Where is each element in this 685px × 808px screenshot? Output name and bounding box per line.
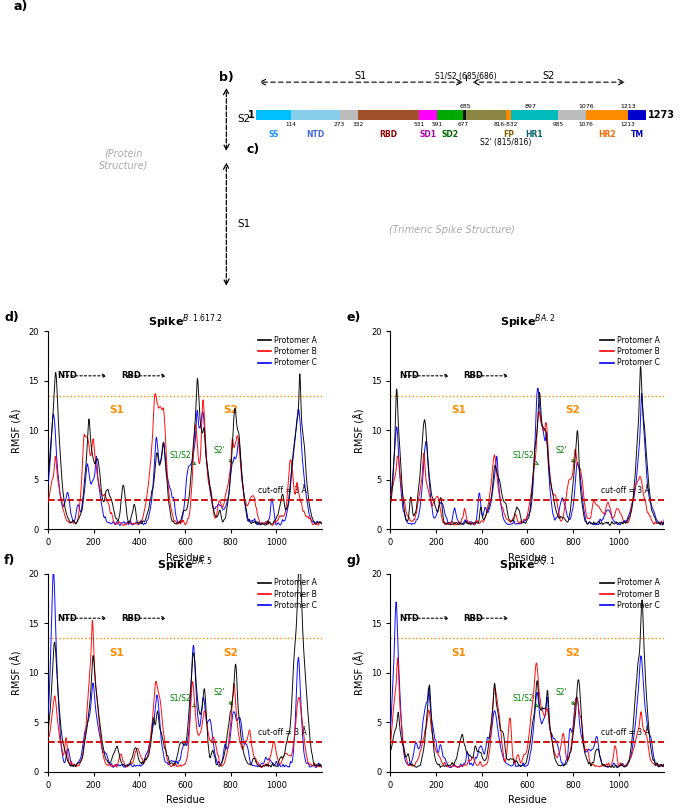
Title: Spike$^{B.1.617.2}$: Spike$^{B.1.617.2}$ xyxy=(148,313,222,331)
Text: 985: 985 xyxy=(552,122,564,127)
Text: cut-off = 3 Å: cut-off = 3 Å xyxy=(258,728,307,737)
Text: S2': S2' xyxy=(214,688,232,705)
X-axis label: Residue: Residue xyxy=(508,795,547,806)
X-axis label: Residue: Residue xyxy=(166,553,204,563)
Text: RBD: RBD xyxy=(464,372,484,381)
Text: d): d) xyxy=(4,312,19,325)
Text: FP: FP xyxy=(503,130,514,139)
Text: SS: SS xyxy=(268,130,279,139)
Text: S1: S1 xyxy=(109,406,124,415)
Text: e): e) xyxy=(347,312,361,325)
Text: SD2: SD2 xyxy=(442,130,459,139)
Legend: Protomer A, Protomer B, Protomer C: Protomer A, Protomer B, Protomer C xyxy=(599,578,660,611)
Title: Spike$^{BQ.1}$: Spike$^{BQ.1}$ xyxy=(499,555,556,574)
Bar xyxy=(586,110,628,120)
X-axis label: Residue: Residue xyxy=(508,553,547,563)
X-axis label: Residue: Residue xyxy=(166,795,204,806)
Text: S1/S2: S1/S2 xyxy=(512,693,538,707)
Y-axis label: RMSF (Å): RMSF (Å) xyxy=(12,650,23,695)
Text: 273: 273 xyxy=(334,122,345,127)
Title: Spike$^{BA.5}$: Spike$^{BA.5}$ xyxy=(157,555,213,574)
Text: S2: S2 xyxy=(223,406,238,415)
Text: 685: 685 xyxy=(460,104,472,109)
Bar xyxy=(256,110,290,120)
Text: 332: 332 xyxy=(352,122,363,127)
Text: (Protein
Structure): (Protein Structure) xyxy=(99,149,148,170)
Text: 531: 531 xyxy=(413,122,424,127)
Text: 114: 114 xyxy=(285,122,297,127)
Text: f): f) xyxy=(4,554,16,567)
Legend: Protomer A, Protomer B, Protomer C: Protomer A, Protomer B, Protomer C xyxy=(599,335,660,368)
Text: S2' (815/816): S2' (815/816) xyxy=(480,138,532,147)
Text: S1: S1 xyxy=(109,648,124,658)
Text: S2: S2 xyxy=(543,70,555,81)
Text: S2: S2 xyxy=(223,648,238,658)
Text: SD1: SD1 xyxy=(419,130,436,139)
Text: NTD: NTD xyxy=(399,372,419,381)
Text: 897: 897 xyxy=(525,104,537,109)
Text: HR2: HR2 xyxy=(598,130,616,139)
Bar xyxy=(437,110,464,120)
Bar xyxy=(628,110,646,120)
Text: cut-off = 3 Å: cut-off = 3 Å xyxy=(601,486,649,494)
Text: 1213: 1213 xyxy=(621,122,635,127)
Title: Spike$^{BA.2}$: Spike$^{BA.2}$ xyxy=(499,313,556,331)
Text: TM: TM xyxy=(630,130,644,139)
Bar xyxy=(558,110,586,120)
Bar xyxy=(506,110,511,120)
Text: NTD: NTD xyxy=(399,614,419,623)
Legend: Protomer A, Protomer B, Protomer C: Protomer A, Protomer B, Protomer C xyxy=(257,578,318,611)
Text: a): a) xyxy=(14,0,28,13)
Text: 591: 591 xyxy=(432,122,443,127)
Text: RBD: RBD xyxy=(464,614,484,623)
Text: c): c) xyxy=(247,143,260,156)
Bar xyxy=(511,110,558,120)
Text: RBD: RBD xyxy=(121,614,141,623)
Text: S1/S2: S1/S2 xyxy=(170,693,195,707)
Bar xyxy=(340,110,358,120)
Text: S1: S1 xyxy=(451,406,466,415)
Text: b): b) xyxy=(219,71,234,84)
Text: (Trimeric Spike Structure): (Trimeric Spike Structure) xyxy=(389,225,515,235)
Text: S1/S2 (685/686): S1/S2 (685/686) xyxy=(435,72,497,81)
Text: S1: S1 xyxy=(237,219,251,229)
Text: cut-off = 3 Å: cut-off = 3 Å xyxy=(258,486,307,494)
Text: S1: S1 xyxy=(451,648,466,658)
Text: S2: S2 xyxy=(566,648,580,658)
Text: S2': S2' xyxy=(556,446,575,462)
Bar xyxy=(256,110,646,120)
Text: HR1: HR1 xyxy=(525,130,543,139)
Text: S2: S2 xyxy=(566,406,580,415)
Text: RBD: RBD xyxy=(379,130,397,139)
Text: 1: 1 xyxy=(247,111,254,120)
Text: 1076: 1076 xyxy=(578,104,594,109)
Text: NTD: NTD xyxy=(306,130,324,139)
Text: S1: S1 xyxy=(354,70,366,81)
Text: S1/S2: S1/S2 xyxy=(170,451,195,465)
Text: g): g) xyxy=(347,554,362,567)
Legend: Protomer A, Protomer B, Protomer C: Protomer A, Protomer B, Protomer C xyxy=(257,335,318,368)
Y-axis label: RMSF (Å): RMSF (Å) xyxy=(354,650,365,695)
Text: S2': S2' xyxy=(556,688,575,705)
Text: S1/S2: S1/S2 xyxy=(512,451,538,465)
Bar xyxy=(464,110,466,120)
Bar xyxy=(290,110,340,120)
Y-axis label: RMSF (Å): RMSF (Å) xyxy=(354,408,365,452)
Text: S2: S2 xyxy=(237,115,251,124)
Text: S2': S2' xyxy=(214,446,232,462)
Bar xyxy=(466,110,506,120)
Text: 1076: 1076 xyxy=(578,122,593,127)
Text: NTD: NTD xyxy=(57,614,77,623)
Text: 1273: 1273 xyxy=(648,111,675,120)
Y-axis label: RMSF (Å): RMSF (Å) xyxy=(12,408,23,452)
Text: 1213: 1213 xyxy=(620,104,636,109)
Bar xyxy=(419,110,437,120)
Text: 677: 677 xyxy=(458,122,469,127)
Text: 816-832: 816-832 xyxy=(494,122,519,127)
Text: cut-off = 3 Å: cut-off = 3 Å xyxy=(601,728,649,737)
Text: RBD: RBD xyxy=(121,372,141,381)
Bar xyxy=(358,110,419,120)
Text: NTD: NTD xyxy=(57,372,77,381)
